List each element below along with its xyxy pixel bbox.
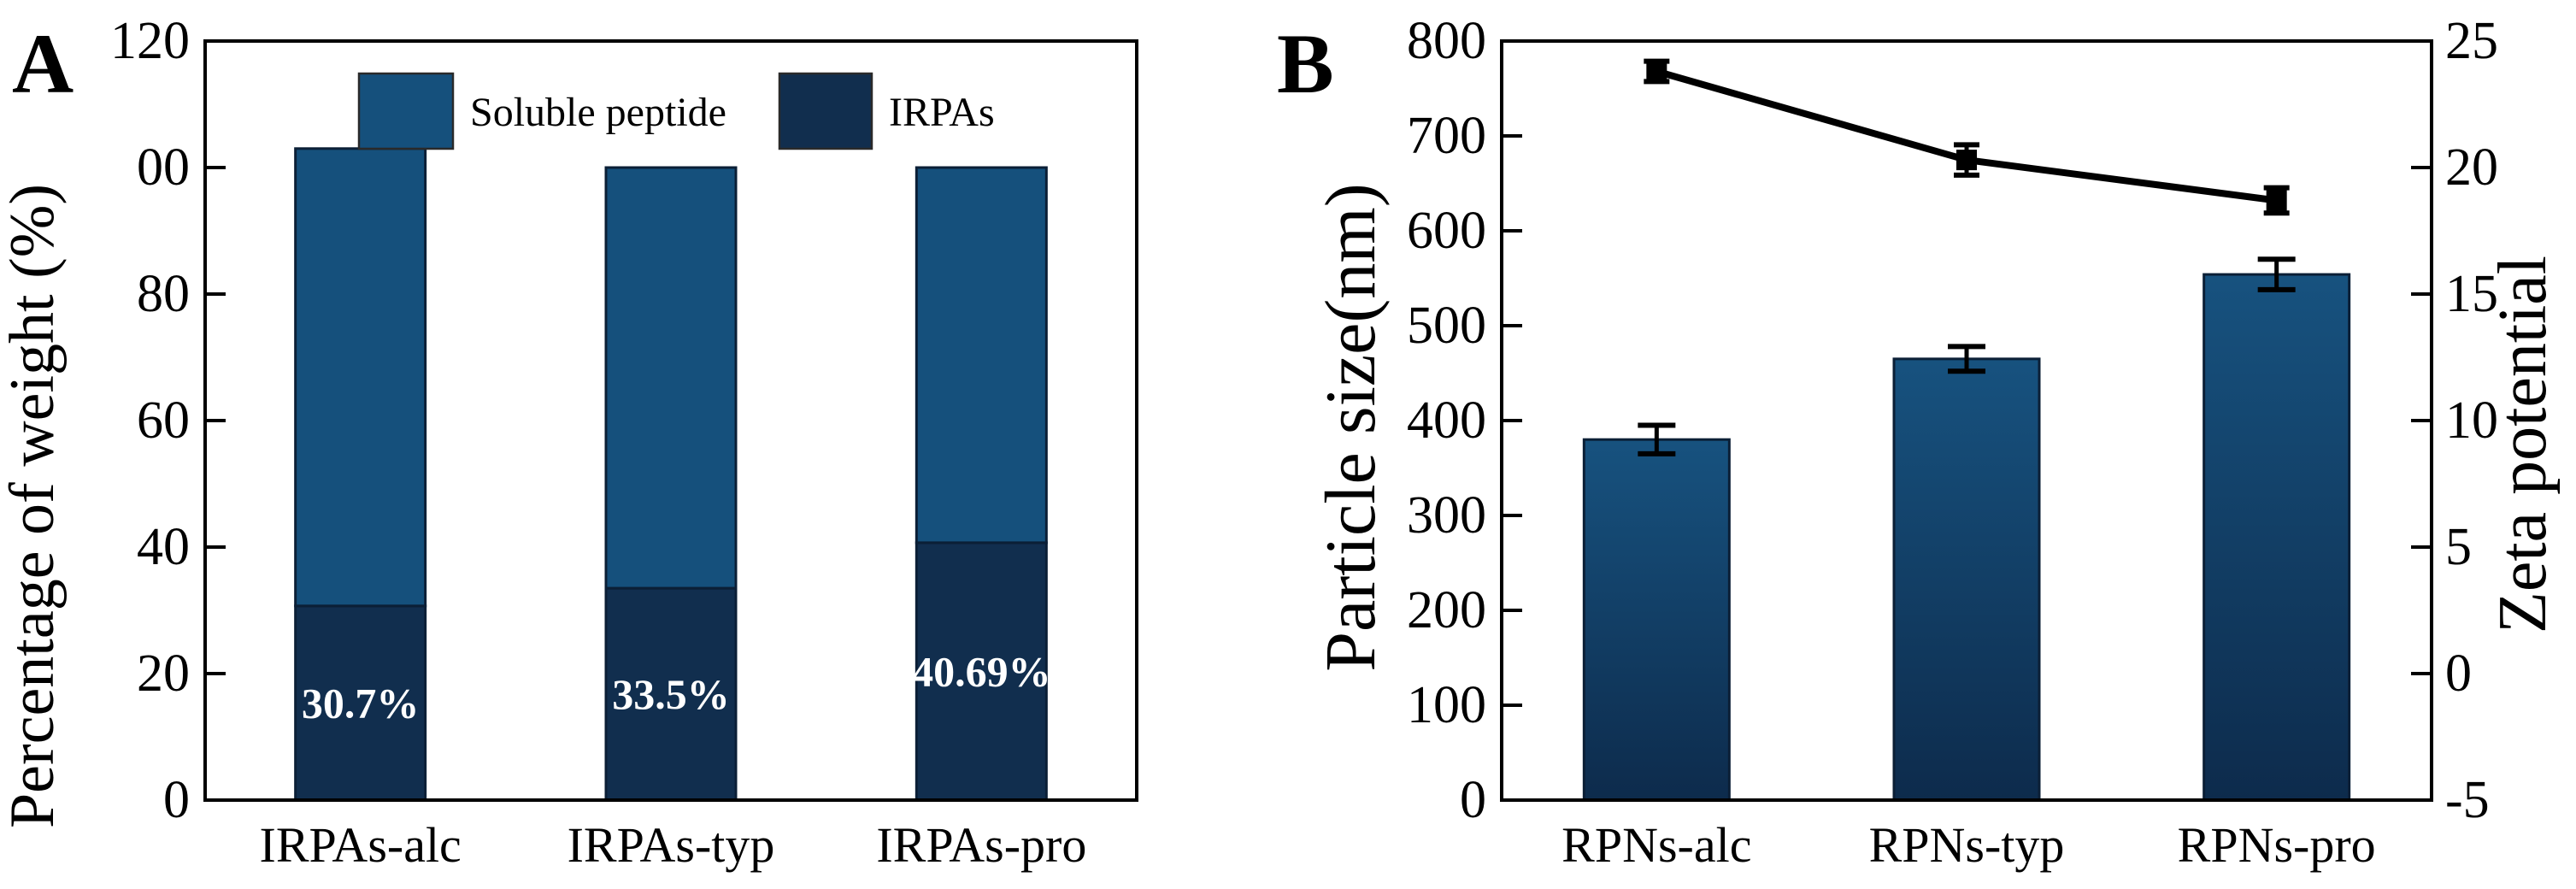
right-y-tick-label: -5	[2445, 771, 2490, 829]
right-y-tick-label: 5	[2445, 518, 2472, 576]
right-y-tick-label: 10	[2445, 392, 2498, 450]
y-axis-label-b-right: Zeta potential	[2485, 256, 2561, 633]
panel-a-letter: A	[12, 16, 74, 111]
category-label: IRPAs-typ	[568, 817, 775, 873]
left-y-tick-label: 800	[1407, 12, 1486, 70]
right-y-tick-label: 15	[2445, 265, 2498, 323]
y-tick-label: 60	[137, 392, 190, 450]
category-label: RPNs-alc	[1561, 817, 1751, 873]
bar-value-label: 33.5%	[612, 670, 730, 718]
left-y-tick-label: 100	[1407, 676, 1486, 734]
particle-size-bar	[1892, 357, 2041, 802]
zeta-marker	[1956, 150, 1977, 171]
category-label: IRPAs-alc	[260, 817, 462, 873]
bar-value-label: 30.7%	[302, 679, 420, 727]
right-y-tick-label: 25	[2445, 12, 2498, 70]
bar-segment-soluble-peptide	[915, 166, 1048, 545]
y-tick-label: 0	[163, 771, 190, 829]
legend: Soluble peptide IRPAs	[357, 72, 995, 150]
legend-label-soluble-peptide: Soluble peptide	[470, 90, 726, 135]
panel-a-text-layer: 30.7% IRPAs-alc 33.5% IRPAs-typ 40.69% IRPAs-…	[110, 12, 1086, 873]
zeta-marker	[2266, 190, 2287, 211]
y-tick-label: 40	[137, 518, 190, 576]
panel-b-line-layer	[1644, 58, 2290, 216]
left-y-tick-label: 600	[1407, 202, 1486, 260]
left-y-tick-label: 0	[1460, 771, 1486, 829]
category-label: IRPAs-pro	[876, 817, 1086, 873]
left-y-tick-label: 700	[1407, 107, 1486, 165]
panel-a-bars-layer	[294, 147, 1048, 802]
bar-segment-soluble-peptide	[604, 166, 738, 590]
particle-size-bar	[2203, 273, 2351, 802]
panel-a: A Percentage of weight (%) 30.7% IRPAs-al…	[0, 12, 1138, 873]
y-axis-label-a: Percentage of weight (%)	[0, 184, 68, 828]
left-y-tick-label: 400	[1407, 392, 1486, 450]
panel-a-ticks-layer	[205, 39, 226, 802]
panel-b-letter: B	[1277, 16, 1334, 111]
zeta-marker	[1646, 61, 1667, 82]
legend-swatch-soluble-peptide	[357, 72, 455, 150]
left-y-tick-label: 300	[1407, 486, 1486, 545]
right-y-tick-label: 0	[2445, 645, 2472, 703]
panel-b-ticks-layer	[1502, 39, 2432, 802]
y-axis-label-b-left: Particle size(nm)	[1311, 183, 1391, 671]
y-tick-label: 00	[137, 138, 190, 197]
bar-segment-irpas	[294, 604, 427, 802]
legend-label-irpas: IRPAs	[889, 90, 995, 135]
panel-b: B Particle size(nm) Zeta potential RPNs-…	[1277, 12, 2561, 873]
particle-size-bar	[1582, 438, 1731, 802]
bar-value-label: 40.69%	[912, 647, 1051, 695]
legend-swatch-irpas	[778, 72, 873, 150]
y-tick-label: 120	[110, 12, 190, 70]
y-tick-label: 20	[137, 645, 190, 703]
zeta-potential-line	[1653, 68, 2280, 204]
panel-b-text-layer: RPNs-alc RPNs-typ RPNs-pro0100200300400500…	[1407, 12, 2498, 873]
panel-b-bars-layer	[1582, 256, 2351, 802]
left-y-tick-label: 500	[1407, 297, 1486, 355]
bar-segment-soluble-peptide	[294, 147, 427, 608]
left-y-tick-label: 200	[1407, 581, 1486, 639]
y-tick-label: 80	[137, 265, 190, 323]
category-label: RPNs-typ	[1869, 817, 2065, 873]
right-y-tick-label: 20	[2445, 138, 2498, 197]
category-label: RPNs-pro	[2178, 817, 2376, 873]
